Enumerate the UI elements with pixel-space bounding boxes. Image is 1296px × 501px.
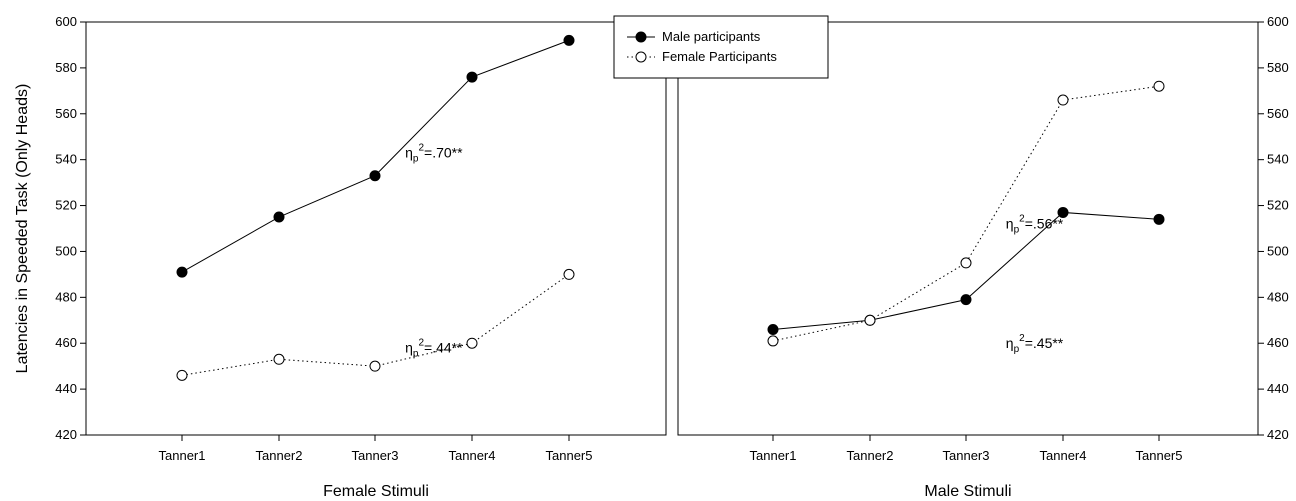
y-tick-label: 580 xyxy=(55,60,77,75)
data-point xyxy=(1057,206,1069,218)
x-tick-label: Tanner3 xyxy=(352,448,399,463)
y-tick-label: 460 xyxy=(55,335,77,350)
series-line xyxy=(181,39,570,273)
y-axis-title: Latencies in Speeded Task (Only Heads) xyxy=(14,84,31,374)
panel-right: 420 440 460 480 500 520 540 560 580 600 Tanner1 Tan… xyxy=(677,14,1289,500)
y-tick-label: 560 xyxy=(1267,106,1289,121)
data-point xyxy=(563,34,575,46)
y-tick-label: 440 xyxy=(55,381,77,396)
data-point xyxy=(864,314,876,326)
x-tick-label: Tanner2 xyxy=(847,448,894,463)
y-tick-label: 460 xyxy=(1267,335,1289,350)
legend-label: Female Participants xyxy=(662,49,777,64)
x-tick-label: Tanner5 xyxy=(546,448,593,463)
legend: Male participants Female Participants xyxy=(613,15,829,79)
eta-annotation: ηp2=.45** xyxy=(1006,333,1064,355)
series-line xyxy=(772,211,1160,330)
y-tick-label: 560 xyxy=(55,106,77,121)
series-line xyxy=(772,85,1160,342)
data-point xyxy=(369,170,381,182)
data-point xyxy=(176,266,188,278)
x-axis-title: Male Stimuli xyxy=(924,483,1011,500)
x-tick-label: Tanner3 xyxy=(943,448,990,463)
eta-annotation: ηp2=.70** xyxy=(405,142,463,164)
y-tick-label: 600 xyxy=(1267,14,1289,29)
x-tick-label: Tanner1 xyxy=(159,448,206,463)
x-tick-label: Tanner4 xyxy=(1040,448,1087,463)
y-tick-label: 440 xyxy=(1267,381,1289,396)
data-point xyxy=(960,257,972,269)
data-point xyxy=(369,360,381,372)
data-point xyxy=(767,323,779,335)
y-tick-label: 500 xyxy=(1267,243,1289,258)
data-point xyxy=(1153,80,1165,92)
y-tick-label: 520 xyxy=(55,198,77,213)
panel-left: 420 440 460 480 500 520 540 560 580 600 Tanner1 Tan… xyxy=(14,14,667,500)
data-point xyxy=(176,369,188,381)
legend-box xyxy=(613,15,829,79)
x-tick-label: Tanner1 xyxy=(750,448,797,463)
data-point xyxy=(767,335,779,347)
x-axis-title: Female Stimuli xyxy=(323,483,429,500)
y-tick-label: 600 xyxy=(55,14,77,29)
x-tick-label: Tanner2 xyxy=(256,448,303,463)
y-tick-label: 420 xyxy=(1267,427,1289,442)
plot-frame xyxy=(85,21,667,436)
plot-frame xyxy=(677,21,1259,436)
y-tick-label: 580 xyxy=(1267,60,1289,75)
legend-marker-filled xyxy=(635,31,647,43)
series-female-participants xyxy=(767,80,1165,347)
data-point xyxy=(1153,213,1165,225)
eta-annotation: ηp2=.44** xyxy=(405,337,463,359)
y-tick-label: 480 xyxy=(55,289,77,304)
y-tick-label: 420 xyxy=(55,427,77,442)
data-point xyxy=(466,71,478,83)
data-point xyxy=(1057,94,1069,106)
y-tick-label: 500 xyxy=(55,243,77,258)
y-tick-label: 480 xyxy=(1267,289,1289,304)
legend-label: Male participants xyxy=(662,29,761,44)
x-tick-label: Tanner5 xyxy=(1136,448,1183,463)
series-male-participants xyxy=(176,34,575,278)
data-point xyxy=(466,337,478,349)
y-tick-label: 540 xyxy=(55,152,77,167)
data-point xyxy=(273,353,285,365)
legend-marker-open xyxy=(635,51,647,63)
data-point xyxy=(273,211,285,223)
x-tick-label: Tanner4 xyxy=(449,448,496,463)
y-tick-label: 520 xyxy=(1267,198,1289,213)
series-male-participants xyxy=(767,206,1165,335)
data-point xyxy=(563,268,575,280)
series-line xyxy=(181,273,570,376)
series-female-participants xyxy=(176,268,575,381)
y-tick-label: 540 xyxy=(1267,152,1289,167)
data-point xyxy=(960,294,972,306)
eta-annotation: ηp2=.56** xyxy=(1006,214,1064,236)
